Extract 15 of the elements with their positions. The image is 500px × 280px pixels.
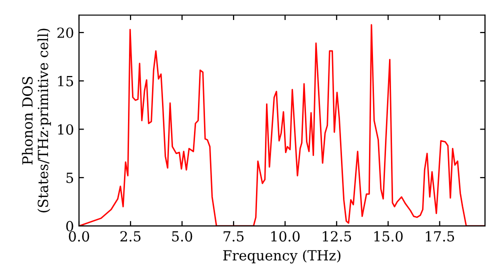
x-tick-label: 12.5 bbox=[322, 231, 352, 242]
x-tick-label: 17.5 bbox=[426, 231, 454, 242]
y-tick-label: 10 bbox=[58, 124, 74, 135]
y-tick-label: 0 bbox=[66, 220, 74, 232]
y-tick-label: 15 bbox=[58, 76, 74, 86]
x-axis-title: Frequency (THz) bbox=[223, 250, 340, 264]
x-tick-label: 15.0 bbox=[374, 231, 403, 242]
x-tick-label: 0.0 bbox=[68, 231, 90, 242]
x-tick-label: 10.0 bbox=[271, 231, 300, 242]
x-tick-label: 5.0 bbox=[172, 231, 192, 242]
x-tick-label: 2.5 bbox=[120, 231, 140, 242]
y-tick-label: 5 bbox=[66, 172, 74, 184]
y-axis-title: Phonon DOS (States/THz·primitive cell) bbox=[22, 28, 51, 212]
x-tick-label: 7.5 bbox=[224, 231, 244, 242]
y-tick-label: 20 bbox=[57, 27, 74, 38]
